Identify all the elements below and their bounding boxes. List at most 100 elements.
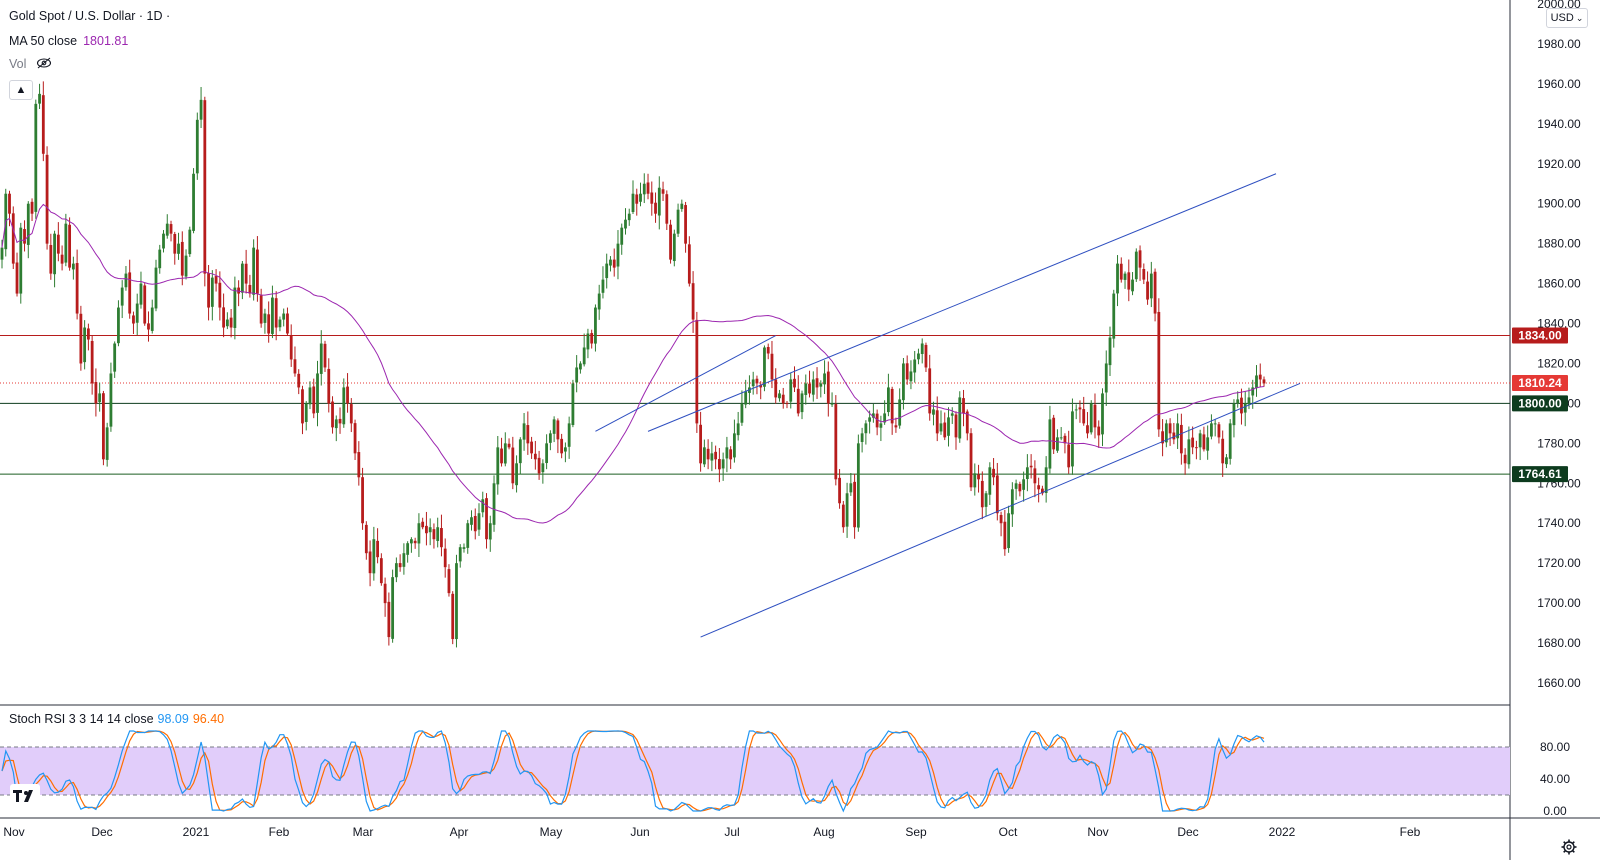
candle-body	[642, 183, 646, 195]
gear-icon[interactable]	[1560, 838, 1578, 856]
stoch-rsi-band	[0, 747, 1510, 795]
candle-body	[1138, 250, 1142, 268]
candle-body	[240, 263, 244, 293]
candle-body	[710, 453, 714, 461]
candle-body	[357, 452, 361, 478]
mid-channel-line	[595, 335, 776, 432]
candle-body	[616, 243, 620, 267]
candle-body	[579, 363, 582, 370]
stoch-rsi-tick-label: 40.00	[1540, 772, 1570, 786]
candle-body	[1093, 404, 1097, 428]
candle-body	[75, 263, 79, 314]
candle-body	[883, 413, 887, 423]
candle-body	[496, 447, 500, 485]
candle-body	[289, 335, 293, 360]
candle-body	[8, 193, 11, 214]
candle-body	[271, 297, 274, 334]
price-tick-label: 1900.00	[1537, 197, 1581, 211]
candle-body	[969, 433, 973, 488]
candle-body	[515, 463, 518, 486]
candle-body	[455, 563, 458, 640]
candle-body	[687, 244, 691, 284]
candle-body	[207, 272, 210, 308]
candle-body	[425, 525, 428, 534]
price-badge-label: 1834.00	[1518, 329, 1562, 343]
candle-body	[545, 443, 549, 464]
candle-body	[1033, 468, 1037, 484]
candle-body	[98, 393, 102, 402]
candle-body	[1217, 424, 1221, 438]
candle-body	[1161, 431, 1164, 444]
candle-body	[864, 423, 868, 434]
candle-body	[672, 233, 676, 262]
candle-body	[488, 523, 492, 540]
currency-select[interactable]: USD ⌄	[1546, 8, 1588, 28]
candle-body	[256, 249, 259, 294]
candle-body	[868, 417, 872, 422]
candle-body	[45, 154, 49, 244]
candle-body	[94, 382, 98, 404]
candle-body	[1022, 479, 1026, 490]
candle-body	[601, 279, 605, 293]
candle-body	[988, 467, 992, 495]
candle-body	[785, 403, 789, 405]
price-tick-label: 1880.00	[1537, 237, 1581, 251]
candle-body	[676, 209, 680, 234]
candle-body	[860, 433, 864, 442]
candle-body	[654, 202, 657, 214]
candle-body	[1040, 488, 1044, 494]
candle-body	[849, 483, 853, 493]
chevron-down-icon: ⌄	[1575, 12, 1584, 23]
candle-body	[669, 224, 672, 260]
candle-body	[1116, 263, 1119, 294]
candle-body	[680, 203, 684, 209]
candle-body	[894, 425, 898, 428]
candle-body	[53, 233, 56, 275]
candle-body	[548, 433, 552, 443]
candle-body	[826, 371, 830, 404]
candle-body	[992, 468, 995, 478]
candle-body	[999, 514, 1003, 524]
candle-body	[477, 513, 481, 530]
eye-crossed-icon[interactable]	[36, 57, 52, 72]
tradingview-logo[interactable]	[10, 784, 40, 808]
candle-body	[984, 493, 988, 507]
candle-body	[924, 344, 928, 368]
candle-body	[342, 387, 346, 425]
candle-body	[1262, 379, 1266, 384]
candle-body	[192, 173, 195, 231]
candle-body	[1123, 273, 1127, 280]
candle-body	[105, 427, 109, 460]
candle-body	[567, 423, 571, 447]
candle-body	[1071, 411, 1074, 467]
time-tick-label: Feb	[1400, 825, 1421, 839]
candle-body	[222, 307, 226, 328]
candle-body	[402, 553, 406, 567]
candle-body	[950, 413, 954, 416]
candle-body	[1078, 407, 1082, 410]
candle-body	[1243, 403, 1247, 413]
time-tick-label: Nov	[1087, 825, 1108, 839]
candle-body	[684, 205, 687, 244]
candle-body	[1029, 465, 1033, 468]
candle-body	[26, 203, 30, 245]
candle-body	[387, 601, 391, 638]
candle-body	[409, 539, 413, 544]
candle-body	[879, 423, 883, 428]
candle-body	[195, 119, 199, 174]
ma-legend: MA 50 close 1801.81	[9, 34, 128, 48]
candle-body	[507, 443, 511, 448]
candle-body	[511, 447, 515, 484]
candle-body	[744, 391, 748, 405]
candle-body	[102, 393, 105, 460]
candle-body	[1119, 263, 1123, 280]
candle-body	[1052, 417, 1056, 450]
collapse-legend-button[interactable]: ▲	[9, 80, 33, 100]
time-tick-label: Mar	[353, 825, 374, 839]
candle-body	[0, 247, 4, 260]
candle-body	[117, 307, 120, 344]
candle-body	[225, 319, 229, 327]
candle-body	[432, 529, 436, 540]
candle-body	[695, 319, 699, 424]
